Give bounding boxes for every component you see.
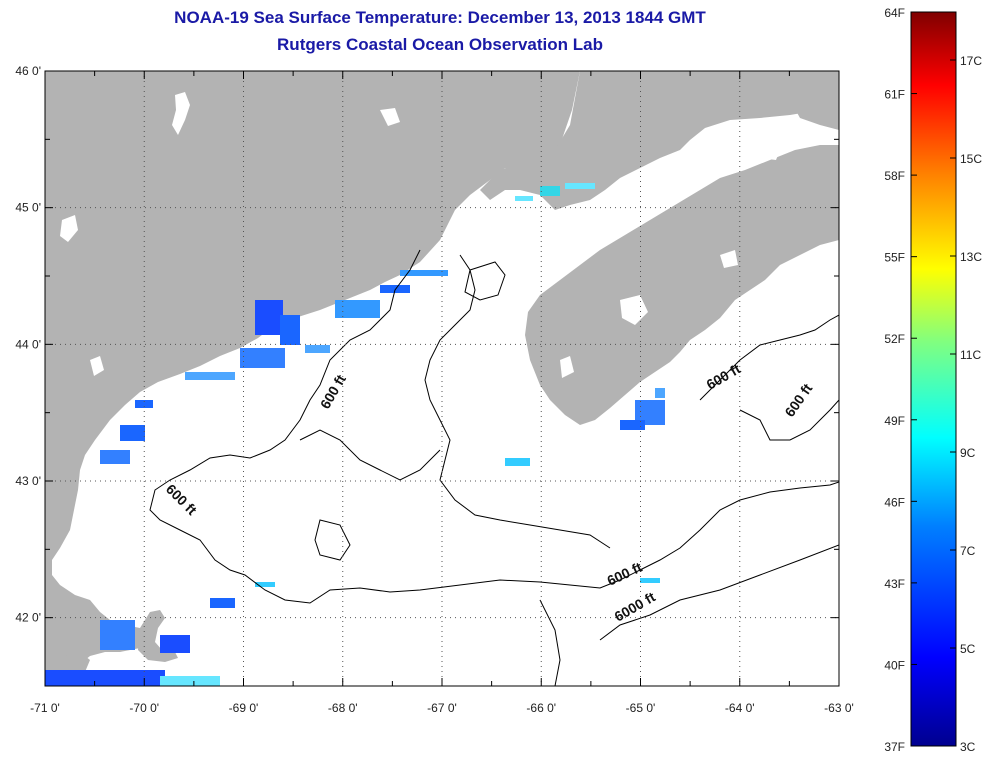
y-tick-label: 45 0' bbox=[15, 201, 41, 215]
colorbar-f-label: 55F bbox=[884, 251, 905, 265]
colorbar-f-label: 58F bbox=[884, 169, 905, 183]
colorbar-f-label: 61F bbox=[884, 88, 905, 102]
colorbar-f-label: 52F bbox=[884, 332, 905, 346]
land-new-england bbox=[45, 71, 580, 686]
depth-contours bbox=[149, 249, 839, 686]
colorbar-c-label: 3C bbox=[960, 740, 976, 754]
colorbar-c-label: 13C bbox=[960, 250, 982, 264]
y-tick-label: 42 0' bbox=[15, 611, 41, 625]
map-subtitle: Rutgers Coastal Ocean Observation Lab bbox=[277, 35, 603, 54]
colorbar-f-label: 40F bbox=[884, 658, 905, 672]
colorbar-c-label: 11C bbox=[960, 348, 981, 362]
land-cape-cod bbox=[138, 610, 178, 662]
x-tick-label: -64 0' bbox=[725, 701, 755, 715]
x-tick-label: -66 0' bbox=[526, 701, 556, 715]
colorbar-f-label: 46F bbox=[884, 495, 905, 509]
colorbar bbox=[910, 11, 957, 747]
land-nova-scotia bbox=[525, 145, 839, 425]
sst-patches bbox=[45, 183, 665, 686]
x-tick-label: -68 0' bbox=[328, 701, 358, 715]
colorbar-c-label: 17C bbox=[960, 54, 982, 68]
x-tick-label: -71 0' bbox=[30, 701, 60, 715]
colorbar-celsius-labels: 17C 15C 13C 11C 9C 7C 5C 3C bbox=[950, 54, 982, 754]
y-tick-label: 46 0' bbox=[15, 64, 41, 78]
x-tick-label: -70 0' bbox=[129, 701, 159, 715]
colorbar-fahrenheit-labels: 64F 61F 58F 55F 52F 49F 46F 43F 40F 37F bbox=[884, 6, 917, 754]
colorbar-f-label: 43F bbox=[884, 577, 905, 591]
inland-lakes bbox=[60, 92, 780, 378]
y-tick-label: 44 0' bbox=[15, 337, 41, 351]
x-tick-label: -67 0' bbox=[427, 701, 457, 715]
axis-ticks bbox=[44, 70, 840, 687]
x-tick-label: -63 0' bbox=[824, 701, 854, 715]
colorbar-f-label: 64F bbox=[884, 6, 905, 20]
x-tick-label: -65 0' bbox=[626, 701, 656, 715]
y-tick-label: 43 0' bbox=[15, 474, 41, 488]
x-tick-labels: -71 0' -70 0' -69 0' -68 0' -67 0' -66 0' -65 … bbox=[30, 701, 854, 715]
colorbar-c-label: 9C bbox=[960, 446, 976, 460]
land-upper-right bbox=[780, 71, 839, 130]
land-new-brunswick bbox=[480, 71, 839, 210]
map-title: NOAA-19 Sea Surface Temperature: Decembe… bbox=[174, 8, 706, 27]
y-tick-labels: 46 0' 45 0' 44 0' 43 0' 42 0' bbox=[15, 64, 41, 625]
colorbar-c-label: 7C bbox=[960, 544, 976, 558]
colorbar-c-label: 15C bbox=[960, 152, 982, 166]
colorbar-f-label: 37F bbox=[884, 740, 905, 754]
x-tick-label: -69 0' bbox=[229, 701, 259, 715]
colorbar-c-label: 5C bbox=[960, 642, 976, 656]
colorbar-f-label: 49F bbox=[884, 414, 905, 428]
